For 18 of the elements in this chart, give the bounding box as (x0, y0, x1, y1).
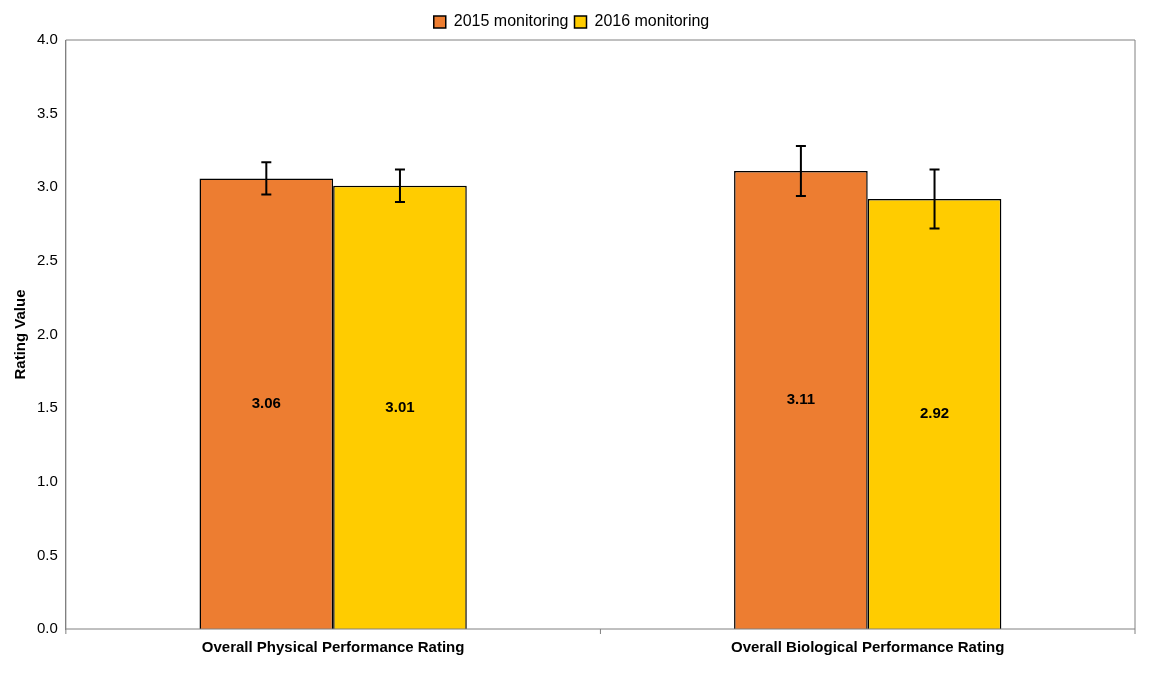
y-tick-label: 2.0 (36, 324, 58, 342)
y-tick-label: 1.0 (36, 471, 58, 489)
y-tick-label: 4.0 (36, 30, 58, 48)
y-tick-label: 0.0 (36, 619, 58, 637)
y-tick-label: 0.5 (36, 545, 58, 563)
y-tick-label: 1.5 (36, 398, 58, 416)
y-tick-label: 2.5 (36, 251, 58, 269)
y-axis-title: Rating Value (11, 289, 29, 380)
y-tick-label: 3.5 (36, 103, 58, 121)
legend-label: 2015 monitoring (453, 12, 569, 30)
data-label: 2.92 (919, 404, 950, 422)
x-tick-label: Overall Physical Performance Rating (201, 638, 465, 656)
data-label: 3.06 (251, 393, 281, 411)
data-label: 3.11 (786, 390, 816, 408)
y-tick-label: 3.0 (36, 177, 58, 195)
x-tick-label: Overall Biological Performance Rating (731, 638, 1005, 656)
data-label: 3.01 (385, 397, 415, 415)
legend-label: 2016 monitoring (594, 12, 710, 30)
